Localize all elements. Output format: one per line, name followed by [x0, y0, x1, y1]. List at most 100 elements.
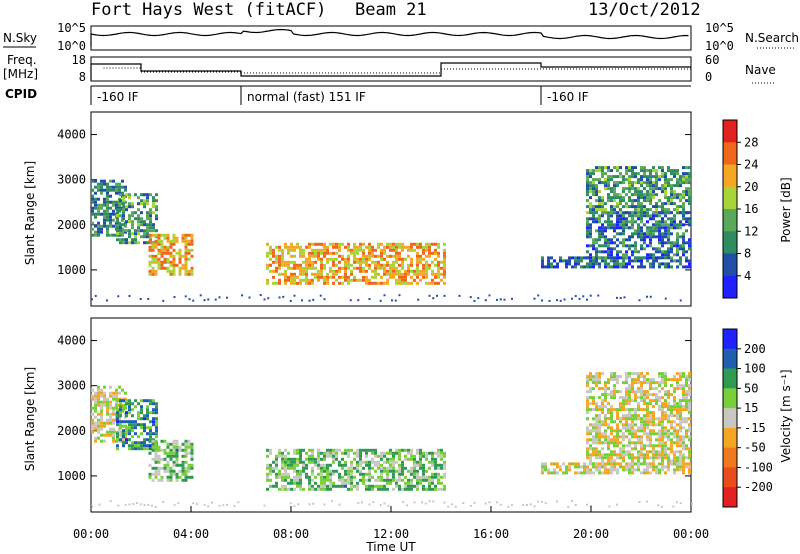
echo-cell — [187, 272, 191, 276]
echo-cell — [688, 417, 691, 421]
echo-cell — [631, 244, 634, 248]
echo-cell — [652, 429, 655, 433]
echo-cell — [640, 238, 643, 242]
echo-cell — [124, 185, 127, 189]
echo-cell — [308, 478, 311, 482]
echo-cell — [305, 260, 308, 264]
echo-cell — [643, 429, 646, 433]
echo-cell — [598, 256, 601, 260]
echo-cell — [326, 451, 329, 455]
echo-cell — [634, 205, 637, 209]
echo-cell — [589, 432, 592, 436]
echo-cell — [128, 411, 131, 415]
echo-cell — [586, 235, 589, 239]
echo-cell — [628, 247, 631, 251]
echo-cell — [434, 487, 437, 491]
echo-cell — [323, 248, 326, 252]
echo-cell — [266, 454, 269, 458]
echo-cell — [652, 226, 655, 230]
echo-cell — [119, 214, 122, 218]
echo-cell — [329, 472, 332, 476]
echo-cell — [149, 411, 152, 415]
echo-cell — [619, 297, 622, 300]
echo-cell — [128, 432, 131, 436]
echo-cell — [622, 423, 625, 427]
echo-cell — [272, 275, 275, 279]
echo-cell — [640, 429, 643, 433]
echo-cell — [661, 459, 664, 463]
echo-cell — [586, 250, 589, 254]
echo-cell — [160, 457, 164, 461]
echo-cell — [308, 254, 311, 258]
echo-cell — [601, 208, 604, 212]
echo-cell — [556, 299, 558, 302]
echo-cell — [134, 232, 137, 236]
echo-cell — [154, 505, 157, 508]
echo-cell — [190, 466, 194, 470]
echo-cell — [296, 472, 299, 476]
echo-cell — [302, 272, 305, 276]
echo-cell — [155, 423, 158, 427]
echo-cell — [601, 205, 604, 209]
echo-cell — [601, 411, 604, 415]
echo-cell — [607, 462, 610, 466]
echo-cell — [616, 444, 619, 448]
echo-cell — [649, 399, 652, 403]
echo-cell — [607, 381, 610, 385]
echo-cell — [589, 402, 592, 406]
echo-cell — [667, 199, 670, 203]
echo-cell — [685, 217, 688, 221]
echo-cell — [160, 448, 164, 452]
echo-cell — [640, 399, 643, 403]
echo-cell — [631, 226, 634, 230]
echo-cell — [643, 447, 646, 451]
echo-cell — [116, 217, 119, 221]
echo-cell — [419, 242, 422, 246]
echo-cell — [655, 247, 658, 251]
echo-cell — [631, 235, 634, 239]
echo-cell — [116, 232, 119, 236]
echo-cell — [178, 272, 182, 276]
echo-cell — [640, 420, 643, 424]
echo-cell — [151, 445, 155, 449]
echo-cell — [413, 278, 416, 282]
echo-cell — [172, 236, 176, 240]
echo-cell — [124, 391, 127, 395]
echo-cell — [622, 262, 625, 266]
echo-cell — [146, 196, 149, 200]
echo-cell — [607, 426, 610, 430]
echo-cell — [434, 472, 437, 476]
echo-cell — [143, 441, 146, 445]
echo-cell — [184, 236, 188, 240]
echo-cell — [94, 200, 97, 204]
echo-cell — [628, 399, 631, 403]
echo-cell — [350, 484, 353, 488]
echo-cell — [428, 294, 431, 297]
echo-cell — [589, 232, 592, 236]
echo-cell — [598, 375, 601, 379]
echo-cell — [175, 263, 179, 267]
echo-cell — [359, 448, 362, 452]
echo-cell — [688, 411, 691, 415]
echo-cell — [128, 405, 131, 409]
echo-cell — [323, 266, 326, 270]
echo-cell — [634, 232, 637, 236]
echo-cell — [169, 457, 173, 461]
echo-cell — [356, 448, 359, 452]
echo-cell — [586, 468, 589, 472]
echo-cell — [106, 197, 109, 201]
echo-cell — [682, 181, 685, 185]
echo-cell — [287, 475, 290, 479]
echo-cell — [326, 478, 329, 482]
echo-cell — [125, 432, 128, 436]
echo-cell — [157, 478, 161, 482]
echo-cell — [556, 500, 558, 503]
echo-cell — [329, 275, 332, 279]
echo-cell — [649, 199, 652, 203]
echo-cell — [386, 281, 389, 285]
echo-cell — [640, 423, 643, 427]
echo-cell — [338, 463, 341, 467]
echo-cell — [432, 297, 435, 300]
echo-cell — [377, 281, 380, 285]
